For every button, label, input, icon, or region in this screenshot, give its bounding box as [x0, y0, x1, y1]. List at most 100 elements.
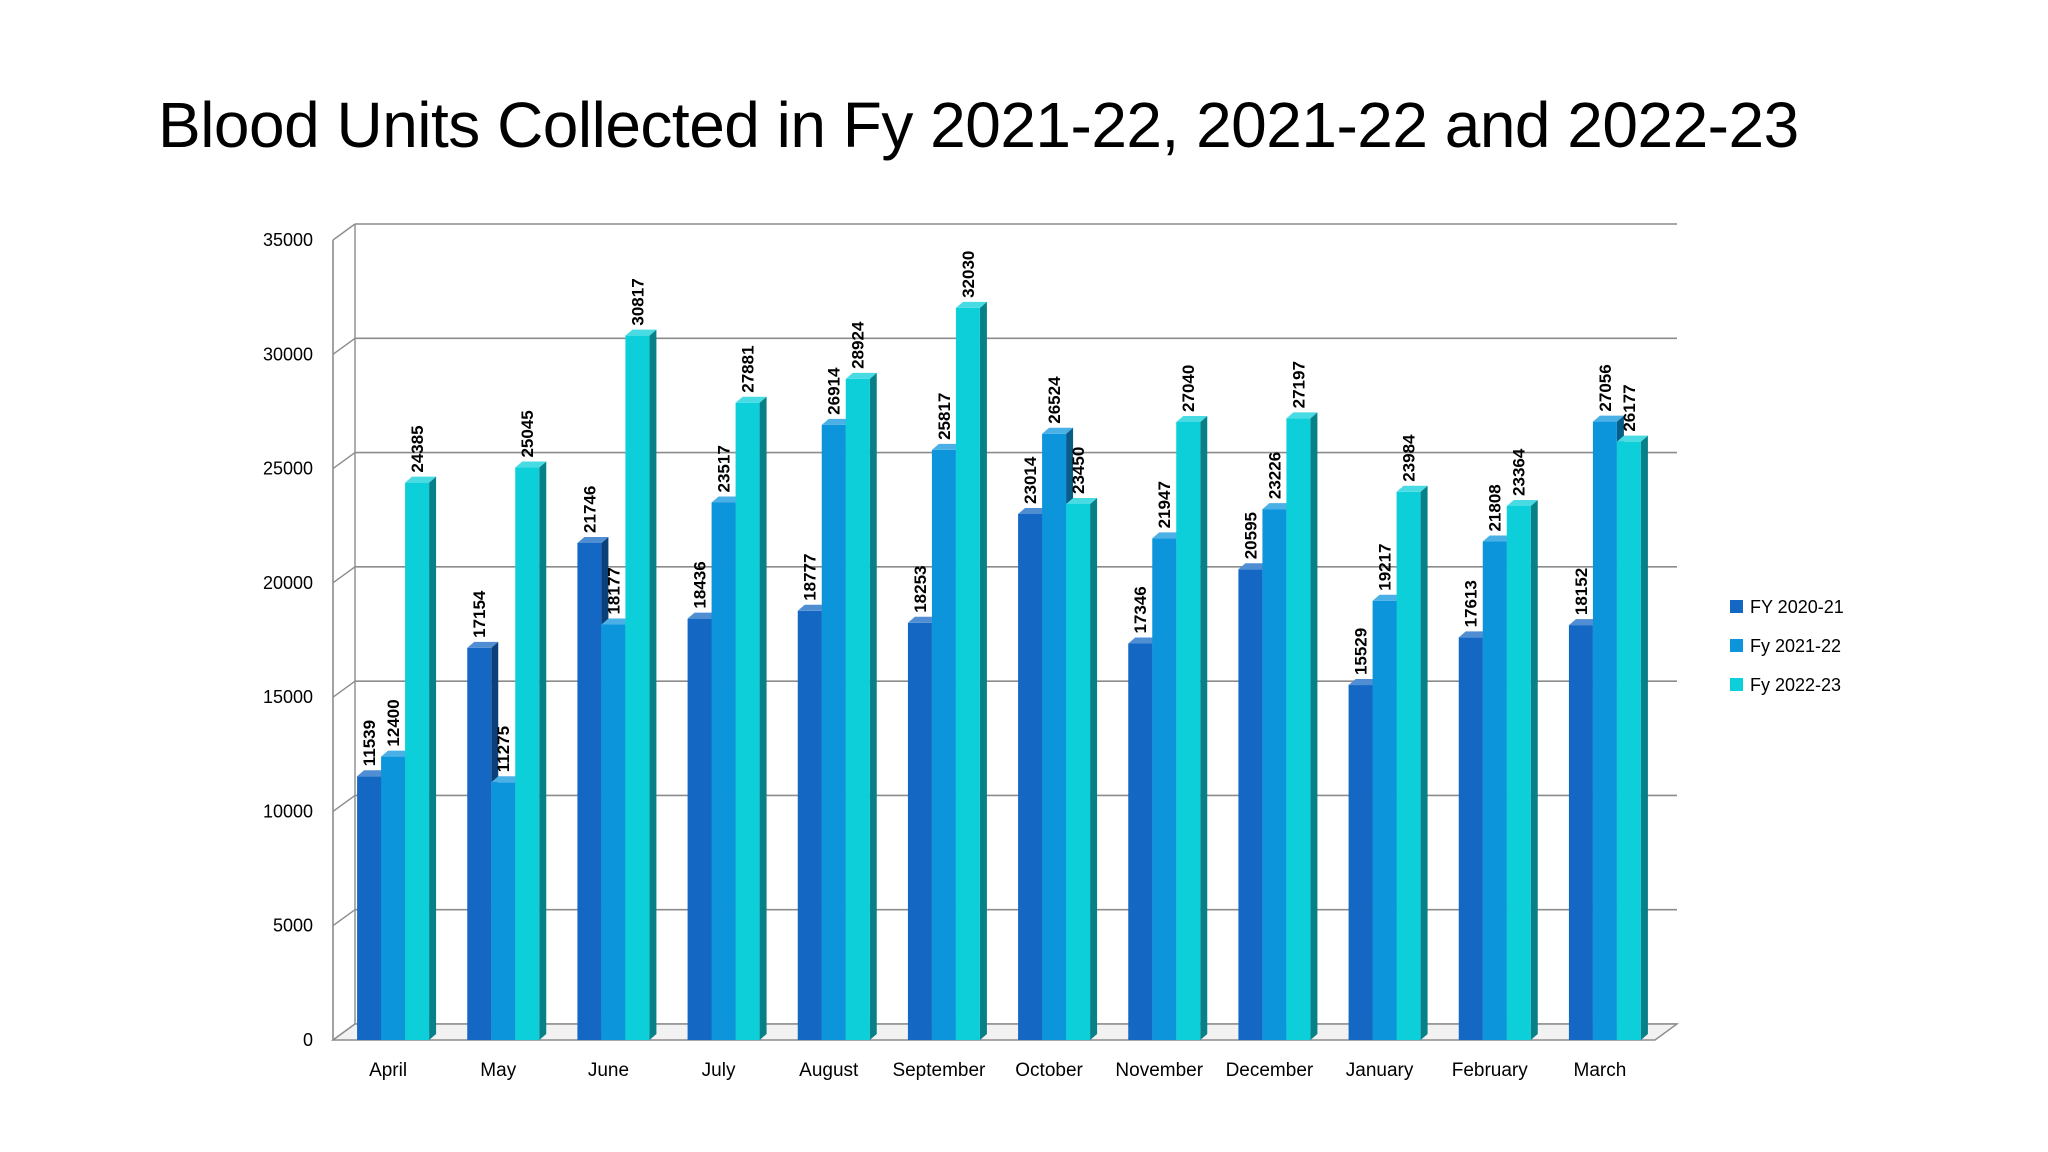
y-tick-label: 35000	[263, 230, 313, 250]
legend-entry: FY 2020-21	[1750, 597, 1844, 617]
data-label: 26914	[825, 367, 844, 415]
bar-top	[1262, 503, 1294, 510]
data-label: 20595	[1241, 512, 1260, 559]
x-tick-label: May	[480, 1060, 516, 1081]
bar-front	[1506, 505, 1531, 1041]
bar-front	[955, 307, 980, 1040]
bar-top	[1568, 619, 1600, 626]
data-label: 27881	[739, 345, 758, 392]
data-label: 17154	[470, 590, 489, 638]
bar-top	[601, 618, 633, 625]
bar-front	[491, 782, 516, 1040]
bar-top	[577, 536, 609, 543]
bar-front	[687, 618, 712, 1040]
bar-front	[1176, 421, 1201, 1040]
bar-front	[1152, 538, 1177, 1040]
data-label: 32030	[959, 251, 978, 298]
data-label: 17613	[1462, 580, 1481, 627]
page-title: Blood Units Collected in Fy 2021-22, 202…	[158, 89, 1799, 161]
data-label: 19217	[1376, 543, 1395, 590]
bar-side	[1310, 412, 1318, 1041]
bar-front	[1066, 504, 1091, 1040]
data-labels: 11539 12400 24385 17154 11275 25045 21746 18177…	[360, 251, 1639, 773]
data-label: 27197	[1289, 361, 1308, 408]
bar-front	[1018, 513, 1043, 1040]
bar-front	[381, 756, 406, 1040]
x-tick-label: July	[702, 1060, 736, 1081]
data-label: 23450	[1069, 447, 1088, 494]
x-tick-label: June	[588, 1060, 629, 1081]
bar	[845, 372, 877, 1040]
bar-top	[405, 476, 437, 483]
gridline-depth	[332, 909, 356, 927]
bar-front	[515, 467, 540, 1040]
bar-front	[1482, 541, 1507, 1040]
bar-top	[1286, 412, 1318, 419]
bar-front	[577, 542, 602, 1040]
y-tick-label: 10000	[263, 801, 313, 821]
bar-front	[1238, 569, 1263, 1040]
bar-top	[1396, 485, 1428, 492]
bar-side	[429, 476, 437, 1041]
bar-side	[1640, 435, 1648, 1040]
bar-top	[625, 329, 657, 336]
data-label: 23517	[715, 445, 734, 492]
bar-front	[1458, 637, 1483, 1040]
bar	[1066, 498, 1098, 1040]
bar-front	[1042, 433, 1067, 1040]
bar-front	[1616, 441, 1641, 1040]
data-label: 23364	[1510, 448, 1529, 496]
bar-top	[1152, 532, 1184, 539]
bar-top	[1348, 679, 1380, 686]
gridline-depth	[332, 337, 356, 355]
bar-top	[1372, 594, 1404, 601]
y-tick-label: 15000	[263, 687, 313, 707]
bar-front	[1262, 509, 1287, 1040]
bar-front	[821, 424, 846, 1040]
bar	[405, 476, 437, 1041]
bar-front	[357, 776, 382, 1040]
data-label: 23984	[1400, 434, 1419, 482]
bar-top	[1458, 631, 1490, 638]
bar-front	[711, 502, 736, 1040]
bar-front	[1348, 685, 1373, 1040]
y-tick-label: 5000	[273, 916, 313, 936]
data-label: 25817	[935, 393, 954, 440]
bar-front	[1568, 625, 1593, 1040]
bar-top	[1482, 535, 1514, 542]
bar-front	[845, 378, 870, 1040]
axes: 0 5000 10000 15000 20000 25000 30000 35000 April…	[263, 230, 1680, 1081]
bar-front	[1372, 600, 1397, 1040]
bar-side	[1090, 498, 1098, 1040]
legend: FY 2020-21 Fy 2021-22 Fy 2022-23	[1730, 597, 1844, 695]
data-label: 11539	[360, 720, 379, 766]
y-tick-label: 30000	[263, 344, 313, 364]
data-label: 27056	[1596, 364, 1615, 411]
bar-top	[821, 418, 853, 425]
x-tick-label: September	[892, 1060, 986, 1081]
data-label: 15529	[1352, 628, 1371, 675]
data-label: 24385	[408, 425, 427, 472]
x-tick-label: March	[1574, 1060, 1627, 1081]
bar-front	[907, 622, 932, 1040]
bar	[515, 461, 547, 1040]
data-label: 23014	[1021, 456, 1040, 504]
chart-floor	[330, 1023, 1680, 1041]
bar-side	[649, 329, 657, 1040]
data-label: 12400	[384, 699, 403, 746]
y-tick-label: 20000	[263, 573, 313, 593]
x-tick-label: October	[1015, 1060, 1083, 1081]
bar-top	[1042, 427, 1074, 434]
legend-swatch	[1730, 678, 1743, 691]
bar-side	[539, 461, 547, 1040]
legend-entry: Fy 2021-22	[1750, 636, 1841, 656]
bar-top	[1616, 435, 1648, 442]
bar-top	[907, 616, 939, 623]
x-tick-label: February	[1452, 1060, 1529, 1081]
bar-top	[711, 496, 743, 503]
data-label: 25045	[518, 410, 537, 457]
data-label: 27040	[1179, 365, 1198, 412]
bar-top	[687, 612, 719, 619]
x-tick-label: November	[1115, 1060, 1203, 1081]
